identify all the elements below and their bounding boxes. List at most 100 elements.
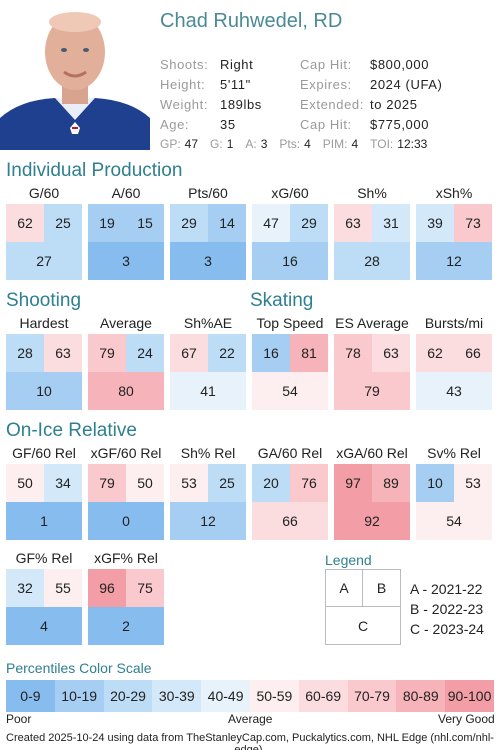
metric-value-c: 54 [252, 372, 328, 410]
metric-value-b: 63 [44, 334, 82, 372]
info-l: Weight: [160, 96, 209, 112]
legend-cell-b: B [363, 570, 400, 607]
metric-value-c: 1 [6, 502, 82, 540]
section-on-ice-relative: On-Ice Relative [6, 420, 137, 441]
scale-bin: 30-39 [152, 680, 202, 712]
metric-value-b: 66 [454, 334, 492, 372]
metric-value-c: 3 [170, 242, 246, 280]
metric-value-c: 10 [6, 372, 82, 410]
metric-value-c: 16 [252, 242, 328, 280]
metric-value-c: 66 [252, 502, 328, 540]
metric-tile-gf60rel: 50 34 1 [6, 464, 82, 540]
metric-value-a: 78 [334, 334, 372, 372]
metric-tile-xgfpctrel: 96 75 2 [88, 569, 164, 645]
metric-value-c: 12 [416, 242, 492, 280]
metric-value-b: 73 [454, 204, 492, 242]
metric-value-c: 4 [6, 607, 82, 645]
metric-tile-shpctae: 67 22 41 [170, 334, 246, 410]
section-shooting: Shooting [6, 290, 82, 311]
metric-value-b: 24 [126, 334, 164, 372]
metric-value-c: 43 [416, 372, 492, 410]
info-v2: $775,000 [370, 116, 430, 132]
metric-title-shpct: Sh% [357, 185, 387, 201]
metric-title-g60: G/60 [28, 185, 60, 201]
footer-credits: Created 2025-10-24 using data from TheSt… [6, 732, 494, 750]
stat-key: Pts: [279, 137, 301, 151]
metric-value-c: 28 [334, 242, 410, 280]
metric-title-xshpct: xSh% [435, 185, 473, 201]
stat-value: 47 [184, 137, 199, 151]
stat-key: TOI: [370, 137, 394, 151]
season-stats: GP: 47 G: 1 A: 3 Pts: 4 PIM: 4 TOI: 12:33 [160, 137, 439, 151]
stat-key: A: [245, 137, 257, 151]
metric-value-c: 2 [88, 607, 164, 645]
metric-tile-xshpct: 39 73 12 [416, 204, 492, 280]
metric-tile-esavg: 78 63 79 [334, 334, 410, 410]
legend-line-b: B - 2022-23 [410, 601, 484, 617]
metric-value-b: 81 [290, 334, 328, 372]
info-l: Height: [160, 76, 206, 92]
metric-tile-xg60: 47 29 16 [252, 204, 328, 280]
stat-key: G: [210, 137, 223, 151]
metric-title-gfpctrel: GF% Rel [15, 550, 73, 566]
metric-value-c: 12 [170, 502, 246, 540]
legend-line-c: C - 2023-24 [410, 621, 484, 637]
metric-title-shpctae: Sh%AE [183, 315, 233, 331]
metric-value-b: 34 [44, 464, 82, 502]
info-v: 189lbs [220, 96, 262, 112]
metric-title-ga60rel: GA/60 Rel [257, 445, 323, 461]
metric-value-c: 41 [170, 372, 246, 410]
metric-tile-ga60rel: 20 76 66 [252, 464, 328, 540]
scale-bin: 20-29 [103, 680, 153, 712]
metric-tile-svrel: 10 53 54 [416, 464, 492, 540]
section-skating: Skating [250, 290, 314, 311]
metric-value-a: 39 [416, 204, 454, 242]
info-row: Age: 35 Cap Hit: $775,000 [160, 114, 500, 134]
stat-value: 4 [304, 137, 311, 151]
metric-value-a: 29 [170, 204, 208, 242]
info-row: Weight: 189lbs Extended: to 2025 [160, 94, 500, 114]
metric-value-a: 16 [252, 334, 290, 372]
scale-label-poor: Poor [6, 712, 32, 726]
metric-tile-average: 79 24 80 [88, 334, 164, 410]
metric-title-svrel: Sv% Rel [427, 445, 481, 461]
scale-bin: 70-79 [347, 680, 397, 712]
player-header: Chad Ruhwedel, RD Shoots: Right Cap Hit: $8… [0, 0, 500, 160]
metric-title-bursts: Bursts/mi [424, 315, 484, 331]
scale-bin: 80-89 [396, 680, 446, 712]
metric-value-b: 25 [44, 204, 82, 242]
info-l2: Expires: [300, 76, 352, 92]
metric-tile-pts60: 29 14 3 [170, 204, 246, 280]
stat-value: 1 [226, 137, 234, 151]
scale-label-very-good: Very Good [438, 712, 495, 726]
metric-tile-shpct: 63 31 28 [334, 204, 410, 280]
metric-value-a: 47 [252, 204, 290, 242]
metric-tile-gfpctrel: 32 55 4 [6, 569, 82, 645]
metric-value-a: 79 [88, 464, 126, 502]
scale-bin: 60-69 [298, 680, 348, 712]
info-v2: to 2025 [370, 96, 418, 112]
metric-value-a: 53 [170, 464, 208, 502]
metric-value-c: 54 [416, 502, 492, 540]
metric-value-b: 15 [126, 204, 164, 242]
metric-title-esavg: ES Average [335, 315, 409, 331]
metric-value-a: 10 [416, 464, 454, 502]
metric-value-b: 22 [208, 334, 246, 372]
scale-bin: 90-100 [445, 680, 494, 712]
metric-value-a: 62 [6, 204, 44, 242]
info-v: 5'11" [220, 76, 251, 92]
metric-value-b: 53 [454, 464, 492, 502]
metric-title-gf60rel: GF/60 Rel [12, 445, 76, 461]
metric-value-b: 89 [372, 464, 410, 502]
scale-bin: 40-49 [201, 680, 250, 712]
metric-title-shrel: Sh% Rel [180, 445, 236, 461]
metric-value-b: 31 [372, 204, 410, 242]
info-l2: Cap Hit: [300, 116, 352, 132]
metric-tile-xgf60rel: 79 50 0 [88, 464, 164, 540]
info-v: Right [220, 56, 254, 72]
metric-tile-xga60rel: 97 89 92 [334, 464, 410, 540]
player-name: Chad Ruhwedel, RD [160, 10, 343, 32]
metric-value-a: 50 [6, 464, 44, 502]
metric-value-a: 19 [88, 204, 126, 242]
info-l2: Cap Hit: [300, 56, 352, 72]
